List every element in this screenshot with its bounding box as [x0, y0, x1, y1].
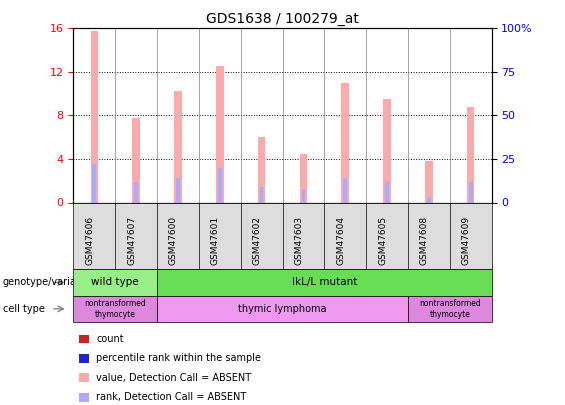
Text: GSM47603: GSM47603	[294, 216, 303, 265]
Text: IkL/L mutant: IkL/L mutant	[292, 277, 357, 288]
Text: GSM47602: GSM47602	[253, 216, 262, 265]
Text: count: count	[96, 334, 124, 344]
Text: nontransformed
thymocyte: nontransformed thymocyte	[419, 299, 481, 318]
Text: percentile rank within the sample: percentile rank within the sample	[96, 354, 261, 363]
Bar	[385, 181, 389, 202]
Bar	[344, 178, 347, 202]
Text: value, Detection Call = ABSENT: value, Detection Call = ABSENT	[96, 373, 251, 383]
Text: GSM47606: GSM47606	[85, 216, 94, 265]
Bar	[134, 181, 138, 202]
Bar	[302, 189, 305, 202]
Bar	[176, 178, 180, 202]
Bar	[383, 99, 391, 202]
Bar	[341, 83, 349, 202]
Text: genotype/variation: genotype/variation	[3, 277, 95, 288]
Text: cell type: cell type	[3, 304, 45, 314]
Text: rank, Detection Call = ABSENT: rank, Detection Call = ABSENT	[96, 392, 246, 402]
Text: nontransformed
thymocyte: nontransformed thymocyte	[84, 299, 146, 318]
Text: thymic lymphoma: thymic lymphoma	[238, 304, 327, 314]
Text: GSM47607: GSM47607	[127, 216, 136, 265]
Bar	[260, 187, 263, 202]
Text: GSM47601: GSM47601	[211, 216, 220, 265]
Text: GSM47609: GSM47609	[462, 216, 471, 265]
Text: GSM47605: GSM47605	[378, 216, 387, 265]
Text: wild type: wild type	[92, 277, 139, 288]
Bar	[174, 92, 182, 202]
Bar	[427, 197, 431, 202]
Text: GSM47604: GSM47604	[336, 216, 345, 265]
Text: GSM47600: GSM47600	[169, 216, 178, 265]
Bar	[216, 66, 224, 202]
Bar	[469, 181, 472, 202]
Bar	[258, 137, 266, 202]
Bar	[467, 107, 475, 202]
Text: GSM47608: GSM47608	[420, 216, 429, 265]
Bar	[90, 30, 98, 202]
Bar	[218, 168, 221, 202]
Bar	[132, 117, 140, 202]
Bar	[425, 161, 433, 202]
Bar	[93, 164, 96, 202]
Bar	[299, 153, 307, 202]
Title: GDS1638 / 100279_at: GDS1638 / 100279_at	[206, 12, 359, 26]
